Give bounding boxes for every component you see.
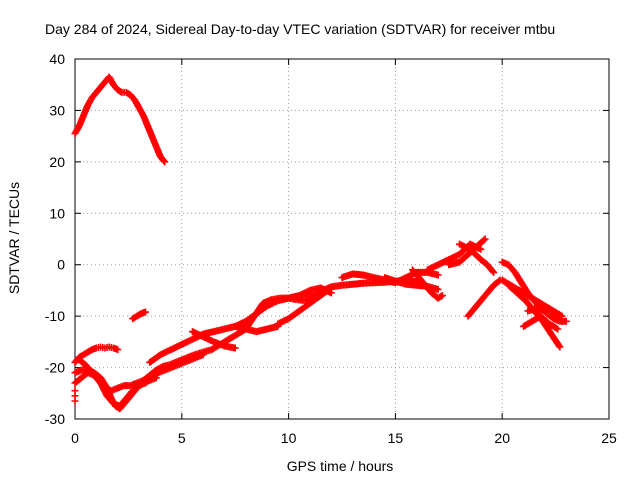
series-scattered-points (71, 387, 79, 405)
data-point (434, 271, 442, 279)
chart-title: Day 284 of 2024, Sidereal Day-to-day VTE… (45, 21, 555, 37)
data-point (199, 351, 207, 359)
data-point (438, 292, 446, 300)
data-point (160, 157, 168, 165)
series-arc-2 (129, 308, 149, 323)
y-tick-label: 40 (49, 51, 65, 67)
data-points (71, 73, 570, 413)
x-tick-label: 15 (388, 430, 404, 446)
series-arc-17 (455, 240, 498, 276)
data-point (141, 308, 149, 316)
data-point (555, 342, 563, 350)
x-axis-label: GPS time / hours (287, 458, 394, 474)
series-arc-18 (464, 276, 504, 320)
data-point (552, 324, 560, 332)
data-point (152, 374, 160, 382)
x-tick-label: 10 (281, 430, 297, 446)
x-tick-label: 0 (71, 430, 79, 446)
series-arc-13 (381, 274, 442, 293)
data-point (71, 397, 79, 405)
data-point (114, 346, 122, 354)
data-point (434, 285, 442, 293)
grid (75, 59, 609, 419)
y-tick-label: -30 (45, 411, 65, 427)
data-point (489, 267, 497, 275)
data-point (480, 236, 488, 244)
data-point (481, 235, 489, 243)
plot-frame (74, 58, 610, 420)
y-tick-label: -10 (45, 308, 65, 324)
series-arc-11 (295, 284, 335, 300)
data-point (161, 158, 169, 166)
data-point (231, 344, 239, 352)
y-axis-label: SDTVAR / TECUs (6, 182, 22, 294)
data-point (117, 88, 125, 96)
data-point (556, 343, 564, 351)
y-tick-label: 20 (49, 154, 65, 170)
data-point (437, 292, 445, 300)
data-point (557, 316, 565, 324)
series-arc-8 (188, 328, 239, 352)
series-arc-9 (231, 322, 282, 336)
y-tick-label: 0 (57, 257, 65, 273)
series-arc-4 (71, 277, 421, 413)
series-arc-14 (408, 266, 446, 302)
y-tick-label: -20 (45, 360, 65, 376)
series-arc-1 (71, 73, 169, 166)
data-point (327, 289, 335, 297)
series-arc-3 (71, 343, 122, 366)
series-arc-22 (520, 312, 562, 333)
x-tick-label: 5 (178, 430, 186, 446)
x-tick-label: 25 (601, 430, 617, 446)
data-point (554, 325, 562, 333)
y-tick-label: 30 (49, 102, 65, 118)
series-arc-6 (75, 356, 160, 395)
y-tick-label: 10 (49, 205, 65, 221)
data-point (477, 245, 485, 253)
series-arc-23 (524, 304, 566, 325)
data-point (490, 268, 498, 276)
x-tick-label: 20 (494, 430, 510, 446)
axis-ticks: 0 5 10 15 20 25 -30 -20 -10 0 10 20 30 40 (45, 51, 617, 446)
data-point (558, 317, 566, 325)
